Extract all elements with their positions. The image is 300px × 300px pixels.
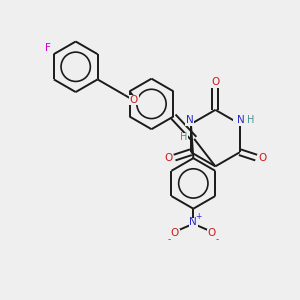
FancyBboxPatch shape	[211, 77, 220, 86]
FancyBboxPatch shape	[179, 133, 188, 142]
Text: O: O	[259, 153, 267, 163]
FancyBboxPatch shape	[207, 229, 217, 238]
Text: O: O	[211, 77, 220, 87]
FancyBboxPatch shape	[163, 153, 173, 162]
Text: O: O	[130, 95, 138, 105]
Text: O: O	[208, 228, 216, 239]
Text: H: H	[247, 116, 254, 125]
FancyBboxPatch shape	[189, 218, 198, 226]
Text: N: N	[189, 217, 197, 227]
FancyBboxPatch shape	[258, 153, 268, 162]
FancyBboxPatch shape	[185, 117, 194, 126]
Text: N: N	[238, 116, 245, 125]
Text: -: -	[168, 235, 171, 244]
Text: O: O	[164, 153, 172, 163]
Text: F: F	[45, 43, 51, 53]
FancyBboxPatch shape	[129, 95, 139, 105]
Text: N: N	[186, 116, 193, 125]
Text: +: +	[196, 212, 202, 221]
Text: O: O	[171, 228, 179, 239]
FancyBboxPatch shape	[233, 117, 250, 126]
FancyBboxPatch shape	[170, 229, 180, 238]
Text: -: -	[215, 235, 219, 244]
Text: H: H	[180, 132, 188, 142]
